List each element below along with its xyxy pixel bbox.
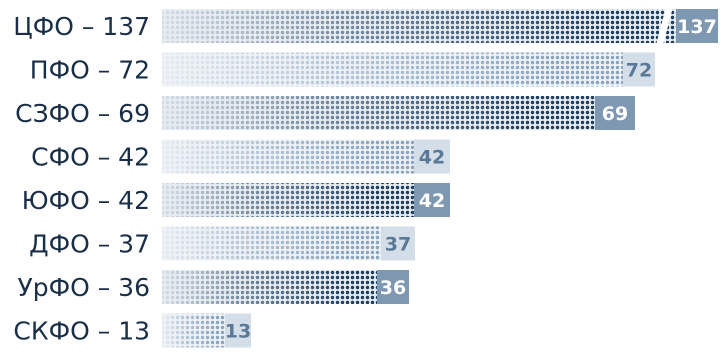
category-label: ЦФО – 137: [13, 12, 150, 41]
category-label: УрФО – 36: [17, 273, 150, 302]
category-label: ДФО – 37: [29, 230, 150, 259]
value-tag: [623, 52, 655, 87]
value-tag: [381, 226, 415, 261]
value-tag: [414, 139, 450, 174]
value-label: 42: [419, 147, 445, 169]
value-label: 72: [626, 60, 652, 82]
bar: [162, 52, 623, 87]
bar: [162, 226, 381, 261]
axis-break-mark: [656, 7, 673, 45]
value-tag: [676, 9, 718, 43]
bar: [162, 270, 377, 304]
category-label: СКФО – 13: [13, 317, 150, 346]
bar: [162, 313, 225, 348]
value-tag: [595, 96, 635, 130]
value-label: 37: [385, 234, 411, 256]
value-label: 13: [225, 321, 251, 343]
category-label: ЮФО – 42: [22, 186, 150, 215]
bar: [162, 96, 595, 130]
category-label: ПФО – 72: [30, 56, 150, 85]
category-label: СЗФО – 69: [15, 99, 150, 128]
bar: [162, 139, 414, 174]
bar: [162, 183, 414, 217]
value-label: 137: [677, 16, 717, 38]
value-tag: [225, 313, 251, 348]
value-label: 36: [380, 277, 406, 299]
value-label: 42: [419, 190, 445, 212]
category-label: СФО – 42: [31, 143, 150, 172]
value-label: 69: [602, 103, 628, 125]
value-tag: [377, 270, 409, 304]
value-tag: [414, 183, 450, 217]
bar: [162, 9, 676, 43]
